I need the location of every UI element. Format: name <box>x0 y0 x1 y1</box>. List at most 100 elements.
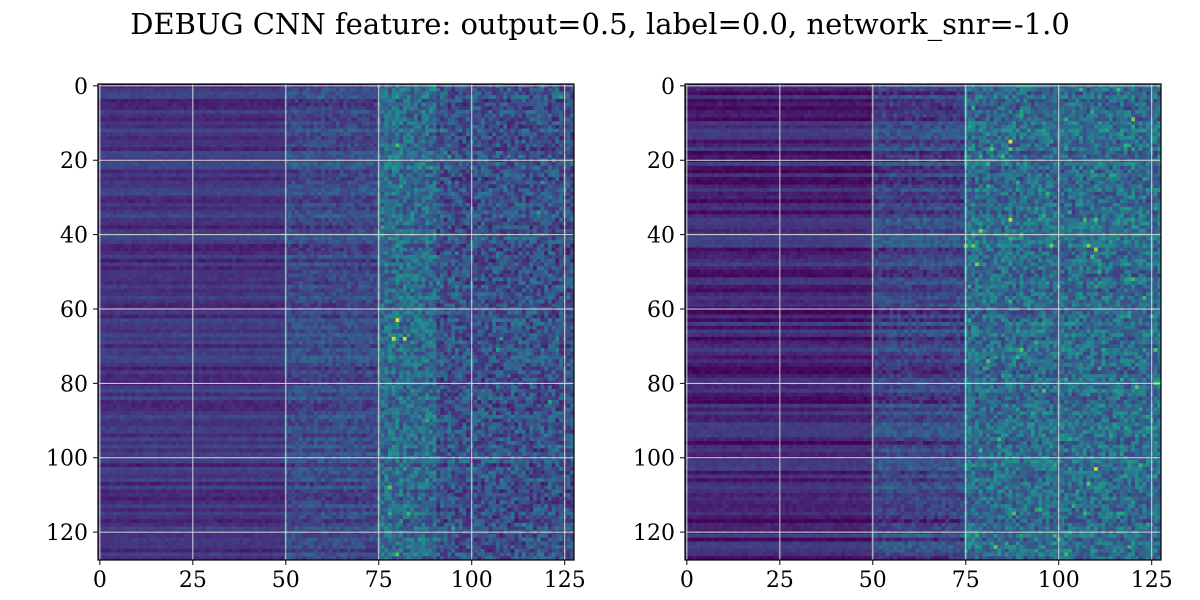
heatmap-cell <box>540 165 545 170</box>
heatmap-cell <box>566 195 571 200</box>
heatmap-cell <box>533 117 538 122</box>
heatmap-cell <box>510 136 515 141</box>
heatmap-cell <box>183 139 188 144</box>
heatmap-cell <box>112 136 117 141</box>
heatmap-cell <box>131 165 136 170</box>
heatmap-cell <box>350 184 355 189</box>
heatmap-cell <box>217 143 222 148</box>
heatmap-cell <box>295 87 300 92</box>
heatmap-cell <box>447 136 452 141</box>
heatmap-cell <box>101 188 106 193</box>
heatmap-cell <box>112 195 117 200</box>
heatmap-cell <box>510 106 515 111</box>
heatmap-cell <box>157 195 162 200</box>
heatmap-cell <box>101 221 106 226</box>
heatmap-cell <box>332 87 337 92</box>
heatmap-cell <box>220 162 225 167</box>
heatmap-cell <box>202 165 207 170</box>
heatmap-cell <box>466 169 471 174</box>
heatmap-cell <box>157 113 162 118</box>
heatmap-cell <box>436 106 441 111</box>
heatmap-cell <box>306 169 311 174</box>
heatmap-cell <box>112 217 117 222</box>
heatmap-cell <box>246 199 251 204</box>
heatmap-cell <box>109 102 114 107</box>
heatmap-cell <box>417 121 422 126</box>
heatmap-cell <box>228 195 233 200</box>
heatmap-cell <box>507 191 512 196</box>
heatmap-cell <box>510 191 515 196</box>
heatmap-cell <box>116 143 121 148</box>
heatmap-cell <box>458 225 463 230</box>
heatmap-cell <box>462 173 467 178</box>
heatmap-cell <box>257 136 262 141</box>
heatmap-cell <box>451 113 456 118</box>
heatmap-cell <box>399 136 404 141</box>
heatmap-cell <box>521 117 527 122</box>
heatmap-cell <box>347 173 352 178</box>
heatmap-cell <box>287 214 292 219</box>
heatmap-cell <box>570 87 574 92</box>
heatmap-cell <box>540 124 545 129</box>
heatmap-cell <box>518 176 523 182</box>
heatmap-cell <box>112 203 117 208</box>
heatmap-cell <box>198 139 203 144</box>
heatmap-cell <box>231 128 236 133</box>
heatmap-cell <box>421 113 426 118</box>
heatmap-cell <box>172 87 177 92</box>
heatmap-cell <box>473 102 478 107</box>
heatmap-cell <box>466 98 471 103</box>
heatmap-cell <box>533 143 538 148</box>
heatmap-cell <box>440 136 445 141</box>
heatmap-cell <box>536 217 541 222</box>
heatmap-cell <box>269 210 274 215</box>
heatmap-cell <box>503 191 508 196</box>
heatmap-cell <box>295 169 300 174</box>
heatmap-cell <box>150 214 155 219</box>
heatmap-cell <box>127 210 132 215</box>
heatmap-cell <box>332 206 337 211</box>
heatmap-cell <box>150 95 155 100</box>
heatmap-cell <box>540 102 545 107</box>
heatmap-cell <box>570 169 574 174</box>
heatmap-cell <box>391 169 396 174</box>
heatmap-cell <box>425 113 430 118</box>
heatmap-cell <box>540 184 545 189</box>
heatmap-cell <box>373 225 378 230</box>
heatmap-cell <box>455 91 460 96</box>
heatmap-cell <box>395 176 400 182</box>
heatmap-cell <box>176 143 181 148</box>
heatmap-cell <box>321 225 326 230</box>
heatmap-cell <box>257 154 262 159</box>
heatmap-cell <box>228 210 233 215</box>
heatmap-cell <box>291 214 296 219</box>
heatmap-cell <box>243 162 248 167</box>
heatmap-cell <box>198 136 203 141</box>
heatmap-cell <box>324 113 329 118</box>
heatmap-cell <box>194 184 199 189</box>
heatmap-cell <box>254 214 259 219</box>
heatmap-cell <box>336 203 341 208</box>
heatmap-cell <box>507 195 512 200</box>
heatmap-cell <box>518 136 523 141</box>
heatmap-cell <box>529 124 534 129</box>
heatmap-cell <box>324 180 329 185</box>
heatmap-cell <box>187 176 192 182</box>
heatmap-cell <box>146 203 151 208</box>
heatmap-cell <box>194 87 199 92</box>
heatmap-cell <box>246 147 251 152</box>
heatmap-cell <box>231 87 236 92</box>
heatmap-cell <box>269 180 274 185</box>
heatmap-cell <box>153 124 158 129</box>
heatmap-cell <box>176 150 181 156</box>
heatmap-cell <box>547 121 553 126</box>
heatmap-cell <box>425 214 430 219</box>
heatmap-cell <box>384 143 389 148</box>
heatmap-cell <box>105 113 110 118</box>
heatmap-cell <box>105 169 110 174</box>
heatmap-cell <box>402 143 408 148</box>
heatmap-cell <box>124 124 129 129</box>
heatmap-cell <box>161 191 166 196</box>
heatmap-cell <box>358 117 363 122</box>
heatmap-cell <box>254 154 259 159</box>
